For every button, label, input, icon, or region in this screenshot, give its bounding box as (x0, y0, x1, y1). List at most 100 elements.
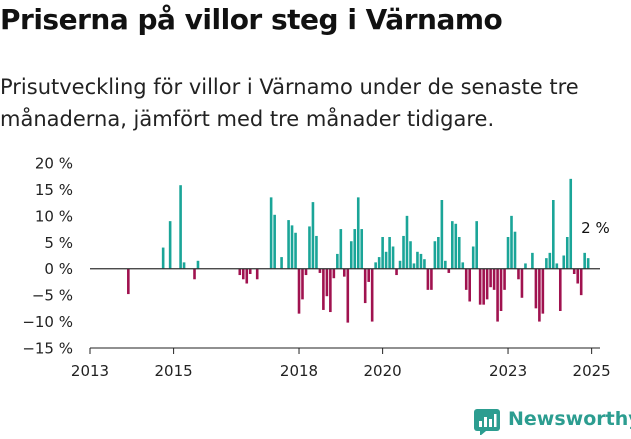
bar (545, 258, 548, 269)
bar (255, 268, 259, 280)
x-tick-label: 2015 (155, 362, 193, 380)
bar (506, 237, 510, 269)
x-tick-label: 2025 (573, 362, 611, 380)
bar (489, 268, 492, 288)
bar (269, 197, 273, 269)
bar (398, 260, 402, 269)
bar (318, 268, 322, 273)
bar (471, 246, 475, 269)
bar (426, 268, 430, 290)
bar (517, 268, 520, 280)
bar-chart: −15 %−10 %−5 %0 %5 %10 %15 %20 % 2013 201… (22, 155, 611, 381)
y-tick-label: −10 % (22, 313, 73, 331)
bar (412, 263, 416, 269)
bar (562, 255, 566, 269)
y-tick-label: 15 % (35, 181, 73, 199)
bar (353, 229, 357, 269)
bar (332, 268, 336, 279)
y-tick-label: 5 % (44, 234, 73, 252)
bar (325, 268, 329, 297)
bar (248, 268, 252, 274)
bar (447, 268, 451, 273)
bar (297, 268, 301, 314)
bar (451, 221, 454, 269)
x-axis: 2013 2015 2018 2020 2023 2025 (71, 347, 611, 380)
bar (405, 215, 409, 269)
bar (182, 262, 186, 269)
bar (363, 268, 367, 304)
bar (468, 268, 471, 302)
bar (569, 178, 573, 269)
y-tick-label: 10 % (35, 207, 73, 225)
newsworthy-logo[interactable]: Newsworthy (474, 406, 631, 436)
bar (311, 202, 315, 269)
bar (179, 185, 182, 269)
chart-subtitle: Prisutveckling för villor i Värnamo unde… (0, 75, 579, 131)
bar (576, 268, 580, 284)
bar (548, 252, 552, 269)
bar (541, 268, 545, 314)
bar (583, 252, 586, 269)
bar (245, 268, 249, 284)
bar (444, 260, 447, 269)
bar (356, 197, 360, 269)
bar (492, 268, 496, 290)
bar (499, 268, 503, 311)
bar (433, 241, 437, 269)
bar (360, 229, 364, 269)
data-label: 2 % (581, 219, 610, 237)
bar (381, 237, 384, 269)
bar (388, 237, 391, 269)
bar (513, 231, 517, 269)
bar (287, 220, 290, 269)
bar (510, 215, 513, 269)
bar (430, 268, 433, 290)
bar (308, 226, 311, 269)
bars-group (127, 178, 590, 323)
bar (485, 268, 489, 300)
bar (349, 241, 353, 269)
bar (168, 221, 172, 269)
bar (579, 268, 583, 296)
bar (367, 268, 370, 282)
bar (524, 263, 527, 269)
bar (552, 200, 555, 269)
bar (290, 225, 294, 269)
bar (454, 223, 458, 269)
bar (555, 263, 559, 269)
bar (336, 253, 339, 269)
bar (457, 237, 461, 269)
bar (280, 257, 283, 269)
bar (423, 259, 426, 269)
bar (437, 237, 440, 269)
bar (329, 268, 332, 313)
y-tick-label: 0 % (44, 260, 73, 278)
bar (440, 200, 444, 269)
bar (384, 251, 388, 269)
bar (161, 247, 165, 269)
chart-title: Priserna på villor steg i Värnamo (0, 3, 503, 36)
bar (238, 268, 242, 276)
bar (395, 268, 398, 276)
bar (315, 235, 318, 269)
bar (339, 229, 343, 269)
x-tick-label: 2023 (489, 362, 527, 380)
x-tick-label: 2013 (71, 362, 109, 380)
bar (374, 262, 377, 269)
bar (342, 268, 346, 277)
bar (520, 268, 524, 298)
bar (475, 221, 478, 269)
bar (391, 246, 395, 269)
bar (322, 268, 325, 310)
bar (346, 268, 350, 323)
bar (304, 268, 308, 276)
bar (294, 232, 297, 269)
bar (416, 251, 419, 269)
bar (534, 268, 538, 309)
bar (370, 268, 374, 322)
bar (409, 241, 412, 269)
bar (377, 257, 381, 269)
bar (558, 268, 562, 311)
bar (531, 252, 534, 269)
bar (196, 260, 200, 269)
